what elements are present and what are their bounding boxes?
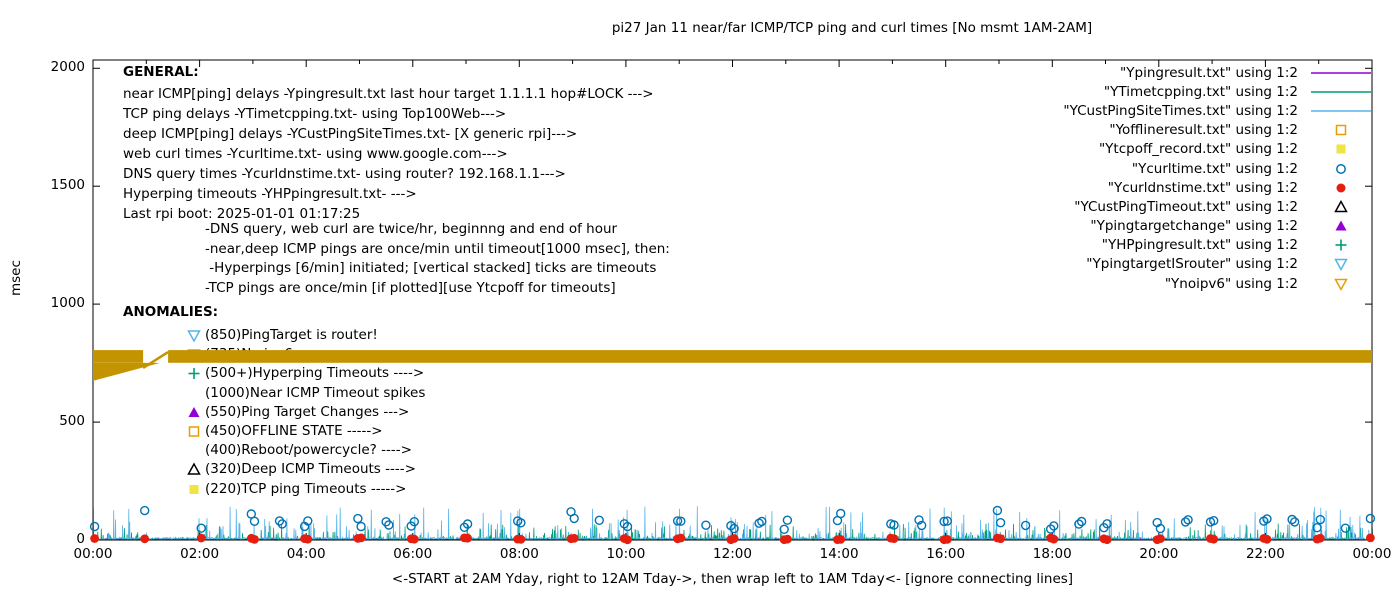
circle-filled-legend-icon	[1308, 180, 1374, 196]
x-tick-label: 10:00	[606, 546, 646, 562]
legend-entry: "Ypingtargetchange" using 1:2	[1063, 217, 1374, 236]
legend-entry: "YTimetcpping.txt" using 1:2	[1063, 82, 1374, 101]
legend-entry: "Ycurldnstime.txt" using 1:2	[1063, 178, 1374, 197]
x-tick-label: 04:00	[286, 546, 326, 562]
square-open-legend-icon	[1308, 122, 1374, 138]
tri-down-open-legend-icon	[1308, 276, 1374, 292]
plus-legend-icon	[1308, 237, 1374, 253]
legend-entry: "YCustPingSiteTimes.txt" using 1:2	[1063, 101, 1374, 120]
tri-up-open-legend-icon	[1308, 199, 1374, 215]
tri-up-filled-legend-icon	[1308, 218, 1374, 234]
line-legend-icon	[1308, 65, 1374, 81]
x-tick-label: 14:00	[819, 546, 859, 562]
legend-label: "Ytcpoff_record.txt" using 1:2	[1098, 141, 1298, 158]
legend-label: "YCustPingSiteTimes.txt" using 1:2	[1063, 102, 1298, 119]
x-tick-label: 12:00	[713, 546, 752, 562]
line-legend-icon	[1308, 84, 1374, 100]
legend-label: "Ypingtargetchange" using 1:2	[1090, 218, 1298, 235]
legend-entry: "Ypingresult.txt" using 1:2	[1063, 63, 1374, 82]
tri-down-open-legend-icon	[1308, 256, 1374, 272]
legend-label: "Ycurltime.txt" using 1:2	[1131, 160, 1298, 177]
square-filled-legend-icon	[1308, 141, 1374, 157]
x-tick-label: 06:00	[393, 546, 433, 562]
line-legend-icon	[1308, 103, 1374, 119]
x-tick-label: 08:00	[499, 546, 539, 562]
x-axis-note: <-START at 2AM Yday, right to 12AM Tday-…	[391, 571, 1074, 587]
legend-label: "Yofflineresult.txt" using 1:2	[1109, 122, 1298, 139]
legend-entry: "Ycurltime.txt" using 1:2	[1063, 159, 1374, 178]
y-tick-label: 0	[76, 530, 85, 547]
legend-label: "Ynoipv6" using 1:2	[1164, 275, 1298, 292]
y-tick-label: 500	[59, 412, 85, 429]
x-tick-label: 00:00	[73, 546, 113, 562]
legend-label: "YTimetcpping.txt" using 1:2	[1103, 83, 1298, 100]
legend-entry: "Ynoipv6" using 1:2	[1063, 274, 1374, 293]
legend-label: "Ypingresult.txt" using 1:2	[1120, 64, 1298, 81]
chart-title: pi27 Jan 11 near/far ICMP/TCP ping and c…	[611, 20, 1093, 36]
legend-entry: "YCustPingTimeout.txt" using 1:2	[1063, 197, 1374, 216]
legend-label: "YCustPingTimeout.txt" using 1:2	[1074, 198, 1298, 215]
x-tick-label: 20:00	[1139, 546, 1179, 562]
legend-entry: "Ytcpoff_record.txt" using 1:2	[1063, 140, 1374, 159]
legend-label: "YHPpingresult.txt" using 1:2	[1101, 237, 1298, 254]
circle-open-legend-icon	[1308, 161, 1374, 177]
legend-entry: "Yofflineresult.txt" using 1:2	[1063, 121, 1374, 140]
y-tick-label: 1000	[50, 294, 85, 311]
x-tick-label: 16:00	[926, 546, 966, 562]
legend-entry: "YHPpingresult.txt" using 1:2	[1063, 236, 1374, 255]
legend: "Ypingresult.txt" using 1:2 "YTimetcpping…	[1063, 63, 1374, 293]
legend-label: "Ycurldnstime.txt" using 1:2	[1107, 179, 1298, 196]
x-tick-label: 00:00	[1352, 546, 1392, 562]
y-tick-label: 1500	[50, 176, 85, 193]
legend-entry: "YpingtargetISrouter" using 1:2	[1063, 255, 1374, 274]
x-tick-label: 02:00	[180, 546, 220, 562]
y-axis-label: msec	[8, 260, 24, 296]
x-tick-label: 22:00	[1245, 546, 1285, 562]
legend-label: "YpingtargetISrouter" using 1:2	[1086, 256, 1298, 273]
x-tick-label: 18:00	[1032, 546, 1072, 562]
y-tick-label: 2000	[50, 58, 85, 75]
